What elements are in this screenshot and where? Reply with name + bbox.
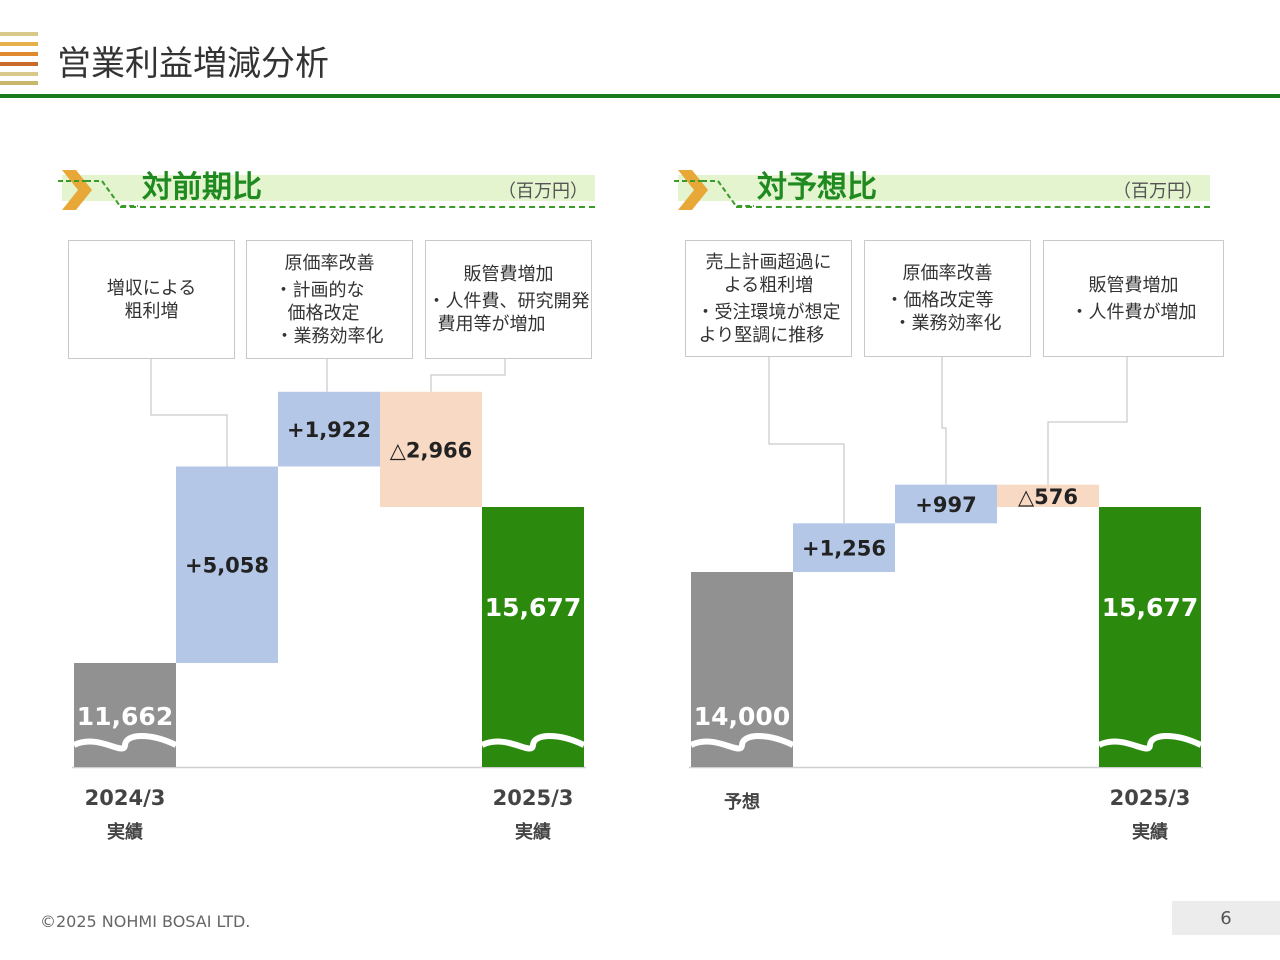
box-bullet: 価格改定 — [287, 302, 360, 324]
category-sub-label: 実績 — [515, 821, 551, 843]
waterfall-bar-decrease — [380, 391, 482, 508]
data-label: 14,000 — [694, 702, 790, 731]
box-bullet: ・人件費が増加 — [1070, 301, 1197, 323]
copyright: ©2025 NOHMI BOSAI LTD. — [40, 912, 251, 931]
section-unit-left: （百万円） — [498, 181, 588, 202]
explanation-box: 原価率改善 ・価格改定等 ・業務効率化 — [864, 240, 1031, 357]
category-label: 2024/3 — [85, 786, 166, 810]
box-heading: 原価率改善 — [284, 252, 375, 274]
box-heading: 販管費増加 — [1088, 274, 1179, 296]
title-rule — [0, 94, 1280, 98]
waterfall-chart-left: 11,662 2024/3 実績 +5,058 +1,922 △2,966 15,677 20… — [72, 359, 586, 843]
box-heading: 原価率改善 — [902, 263, 993, 284]
connector-line — [150, 359, 228, 467]
title-stripe-3 — [0, 52, 38, 56]
axis-break-wave — [480, 733, 586, 752]
connector-line — [768, 357, 845, 524]
section-dash-right — [736, 206, 1210, 208]
axis-break-wave — [689, 733, 795, 752]
box-bullet: 費用等が増加 — [437, 314, 546, 335]
title-stripe-2 — [0, 42, 38, 46]
section-band-right — [678, 175, 1210, 201]
title-stripe-4 — [0, 62, 38, 66]
waterfall-bar-increase — [278, 391, 380, 467]
section-unit-right: （百万円） — [1113, 181, 1203, 202]
data-label: 11,662 — [77, 702, 173, 731]
category-sub-label: 実績 — [1132, 821, 1168, 843]
box-heading: 増収による — [106, 277, 197, 299]
waterfall-bar-start — [691, 572, 793, 767]
category-label: 2025/3 — [493, 786, 574, 810]
category-label: 予想 — [724, 791, 760, 813]
waterfall-bar-increase — [895, 484, 997, 524]
box-line: 粗利増 — [124, 300, 179, 322]
section-title-right: 対予想比 — [757, 170, 877, 205]
box-heading: 販管費増加 — [463, 264, 554, 285]
data-label: +1,922 — [287, 418, 371, 442]
explanation-box: 販管費増加 ・人件費、研究開発 費用等が増加 — [425, 240, 592, 359]
data-label: +1,256 — [802, 537, 886, 561]
category-sub-label: 実績 — [107, 821, 143, 843]
connector-line — [430, 359, 506, 392]
box-heading: 売上計画超過に — [705, 251, 832, 273]
explanation-box: 原価率改善 ・計画的な 価格改定 ・業務効率化 — [246, 240, 413, 359]
title-stripe-6 — [0, 81, 38, 85]
box-bullet: ・計画的な — [274, 279, 365, 301]
box-line: よる粗利増 — [723, 274, 814, 296]
box-bullet: より堅調に推移 — [698, 324, 825, 346]
data-label: 15,677 — [1102, 593, 1198, 622]
axis-break-wave — [1097, 733, 1203, 752]
chevron-icon — [58, 170, 138, 210]
chevron-icon — [674, 170, 754, 210]
title-stripe-1 — [0, 32, 38, 36]
axis-break-wave — [72, 733, 178, 752]
box-bullet: ・受注環境が想定 — [696, 301, 841, 323]
section-title-left: 対前期比 — [142, 170, 262, 205]
waterfall-bar-end — [1099, 507, 1201, 767]
explanation-box: 増収による 粗利増 — [68, 240, 235, 359]
section-band-left — [62, 175, 595, 201]
box-bullet: ・価格改定等 — [885, 290, 994, 311]
waterfall-bar-end — [482, 507, 584, 767]
section-dash-left — [120, 206, 595, 208]
waterfall-chart-right: 14,000 予想 +1,256 +997 △576 15,677 2025/3 実績 — [689, 357, 1203, 843]
page-number: 6 — [1172, 901, 1280, 935]
title-stripe-5 — [0, 72, 38, 76]
box-bullet: ・業務効率化 — [893, 313, 1002, 334]
connector-line — [941, 357, 947, 485]
waterfall-bar-increase — [793, 523, 895, 572]
page-title: 営業利益増減分析 — [57, 44, 329, 84]
box-bullet: ・業務効率化 — [275, 325, 384, 347]
explanation-box: 売上計画超過に よる粗利増 ・受注環境が想定 より堅調に推移 — [685, 240, 852, 357]
box-bullet: ・人件費、研究開発 — [427, 291, 590, 312]
data-label: +5,058 — [185, 554, 269, 578]
data-label: △2,966 — [390, 438, 473, 462]
connector-line — [1047, 357, 1128, 485]
data-label: 15,677 — [485, 593, 581, 622]
data-label: △576 — [1018, 485, 1078, 509]
data-label: +997 — [915, 493, 976, 517]
waterfall-bar-increase — [176, 466, 278, 663]
category-label: 2025/3 — [1110, 786, 1191, 810]
waterfall-bar-decrease — [997, 484, 1099, 507]
explanation-box: 販管費増加 ・人件費が増加 — [1043, 240, 1224, 357]
